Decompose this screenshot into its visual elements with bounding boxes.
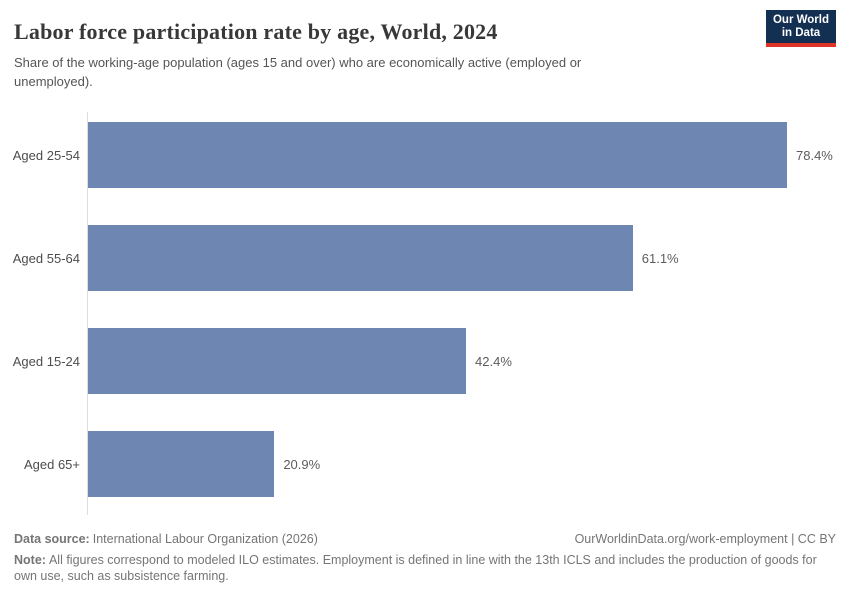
y-axis-line [87,112,88,515]
category-label: Aged 65+ [23,456,80,472]
value-label: 20.9% [283,456,321,472]
header: Labor force participation rate by age, W… [14,10,836,91]
category-label: Aged 25-54 [12,147,80,163]
bar[interactable] [88,328,467,394]
bar-track: 61.1% [88,225,787,291]
bar-track: 42.4% [88,328,787,394]
note-text: All figures correspond to modeled ILO es… [14,553,817,583]
bar-row: Aged 65+ 20.9% [14,431,836,497]
note-line: Note: All figures correspond to modeled I… [14,553,836,584]
bar-row: Aged 15-24 42.4% [12,328,836,394]
category-label: Aged 15-24 [12,353,80,369]
note-label: Note: [14,553,46,567]
value-label: 61.1% [641,250,679,266]
chart-subtitle: Share of the working-age population (age… [14,55,582,89]
data-source-label: Data source: [14,532,90,546]
bar-row: Aged 55-64 61.1% [12,225,836,291]
footer: Data source: International Labour Organiz… [14,532,836,584]
bar-chart: Aged 25-54 78.4% Aged 55-64 61.1% Aged 15-24… [12,112,836,515]
owid-citation-link[interactable]: OurWorldinData.org/work-employment | CC … [574,532,836,546]
bar-track: 20.9% [88,431,787,497]
value-label: 78.4% [796,147,833,163]
bar[interactable] [88,122,787,188]
bar-row: Aged 25-54 78.4% [12,122,836,188]
bars-container: Aged 25-54 78.4% Aged 55-64 61.1% Aged 15-24… [12,112,836,497]
bar-track: 78.4% [88,122,833,188]
owid-logo[interactable]: Our World in Data [766,10,836,47]
owid-logo-line2: in Data [781,26,821,39]
value-label: 42.4% [475,353,512,369]
titles: Labor force participation rate by age, W… [14,10,766,91]
category-label: Aged 55-64 [12,250,80,266]
owid-logo-line1: Our World [772,13,829,26]
bar[interactable] [88,431,275,497]
data-source-line: Data source: International Labour Organiz… [14,532,318,547]
data-source-text: International Labour Organization (2026) [92,532,318,546]
page-title: Labor force participation rate by age, W… [14,19,498,44]
bar[interactable] [88,225,633,291]
